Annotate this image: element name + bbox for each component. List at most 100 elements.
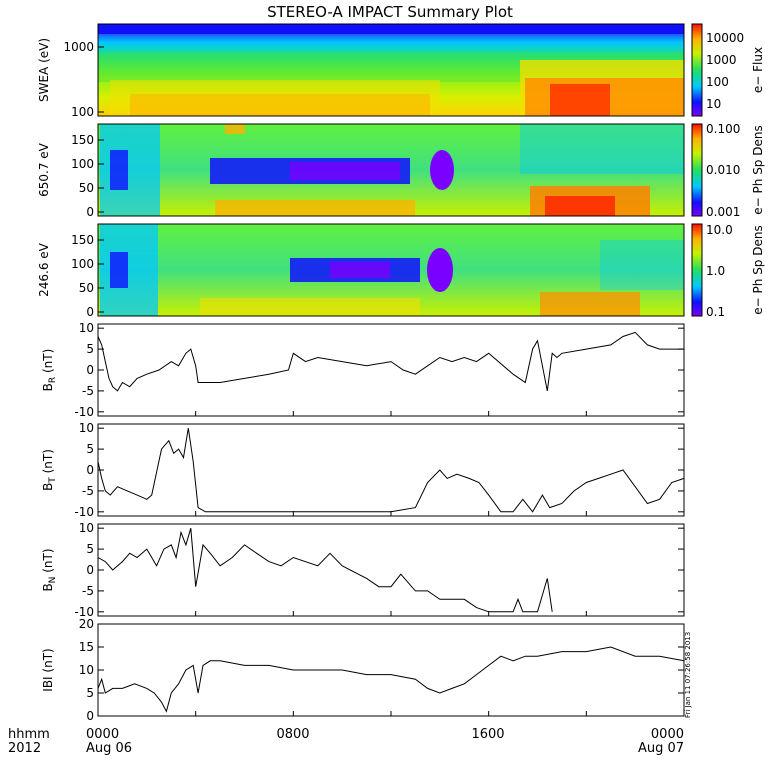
bn-ylabel-sub: N — [48, 577, 58, 584]
plot-timestamp-stamp: Fri Jan 11 07:26:58 2013 — [684, 632, 692, 718]
br-series-line — [97, 331, 684, 392]
pad246-ytick-150: 150 — [71, 233, 94, 247]
bmag-ylabel: IBI (nT) — [41, 648, 55, 691]
bt-series-line — [97, 428, 685, 513]
bt-ylabel-main: B — [41, 483, 55, 491]
swea-ylabel: SWEA (eV) — [37, 38, 51, 102]
time-tick-1600: 1600 — [471, 727, 504, 742]
pad650-ytick-0: 0 — [86, 205, 94, 219]
bmag-ytick-label: 20 — [79, 617, 94, 631]
br-ytick-label: -10 — [74, 405, 94, 419]
swea-band-orange-early — [130, 94, 430, 116]
bt-panel: -10 -5 0 5 10 BT (nT) — [41, 421, 685, 519]
bn-panel: -10 -5 0 5 10 BN (nT) — [41, 521, 685, 619]
pad246-ytick-0: 0 — [86, 305, 94, 319]
bn-series-line — [97, 528, 553, 613]
time-axis-row-label-year: 2012 — [8, 741, 41, 756]
br-ylabel-unit: (nT) — [41, 349, 55, 377]
swea-cbar-tick-3: 10 — [706, 97, 721, 111]
bt-ytick-label: -10 — [74, 505, 94, 519]
pad650-orange-low — [215, 200, 415, 216]
bt-ylabel-unit: (nT) — [41, 449, 55, 477]
swea-ytick-1000: 1000 — [63, 40, 94, 54]
bt-ytick-label: 5 — [86, 442, 94, 456]
swea-top-band — [98, 24, 684, 34]
pad650-ytick-100: 100 — [71, 157, 94, 171]
bmag-series-line — [97, 646, 685, 713]
br-ytick-label: 10 — [79, 321, 94, 335]
bt-ytick-label: -5 — [82, 484, 94, 498]
swea-spectrogram: 1000 100 SWEA (eV) 10000 1000 100 10 e− … — [37, 23, 765, 119]
pad650-red-late — [545, 196, 615, 216]
pad650-cbar-tick-0: 0.100 — [706, 122, 740, 136]
pad650-ylabel: 650.7 eV — [37, 142, 51, 197]
pad650-purple-spot — [430, 150, 454, 190]
pad-650-spectrogram: 0 50 100 150 650.7 eV 0.100 0.010 0.001 … — [37, 122, 765, 219]
pad-246-spectrogram: 0 50 100 150 246.6 eV 10.0 1.0 0.1 e− Ph… — [37, 223, 765, 319]
time-tick-0800: 0800 — [276, 727, 309, 742]
pad246-cyan-late — [600, 240, 684, 290]
bmag-ytick-label: 15 — [79, 640, 94, 654]
br-ytick-label: 0 — [86, 363, 94, 377]
bmag-ylabel-unit: (nT) — [41, 648, 55, 676]
pad246-cbar-tick-2: 0.1 — [706, 305, 725, 319]
bt-frame — [97, 423, 685, 517]
bn-frame — [97, 523, 685, 617]
br-ylabel: BR (nT) — [41, 349, 58, 392]
time-tick-0000-start: 0000 — [86, 727, 119, 742]
plot-title: STEREO-A IMPACT Summary Plot — [267, 3, 513, 21]
pad650-blue-patch — [110, 150, 128, 190]
time-tick-date-end: Aug 07 — [638, 741, 684, 756]
time-axis-row-label-hhmm: hhmm — [8, 727, 50, 742]
pad246-purple-spot — [427, 248, 453, 292]
br-ylabel-sub: R — [48, 377, 58, 383]
pad246-orange-late — [540, 292, 640, 316]
pad650-cyan-late — [520, 124, 684, 174]
pad650-frame — [97, 123, 685, 217]
pad650-colorbar — [691, 123, 703, 217]
bn-ytick-label: -5 — [82, 584, 94, 598]
bn-ytick-label: 5 — [86, 542, 94, 556]
bmag-ytick-label: 10 — [79, 663, 94, 677]
br-panel: -10 -5 0 5 10 BR (nT) — [41, 321, 685, 419]
time-tick-date-start: Aug 06 — [86, 741, 132, 756]
pad650-cbar-tick-2: 0.001 — [706, 205, 740, 219]
pad650-yticks: 0 50 100 150 — [71, 133, 104, 219]
bn-ylabel: BN (nT) — [41, 548, 58, 591]
pad650-cyan-early — [100, 124, 160, 216]
pad246-ytick-100: 100 — [71, 257, 94, 271]
swea-cbar-tick-1: 1000 — [706, 53, 737, 67]
pad650-purple-band — [290, 162, 400, 180]
pad650-ytick-50: 50 — [79, 181, 94, 195]
bn-ytick-label: 0 — [86, 563, 94, 577]
pad246-cbar-tick-1: 1.0 — [706, 264, 725, 278]
pad246-cbar-tick-0: 10.0 — [706, 223, 733, 237]
swea-ytick-100: 100 — [71, 105, 94, 119]
pad246-frame — [97, 223, 685, 317]
pad650-orange-top — [225, 124, 245, 134]
br-ytick-label: 5 — [86, 342, 94, 356]
bmag-panel: 0 5 10 15 20 IBI (nT) — [41, 617, 685, 723]
pad650-cbar-label: e− Ph Sp Dens — [751, 125, 765, 214]
pad246-blue-patch — [110, 252, 128, 288]
swea-frame — [97, 23, 685, 117]
bmag-ylabel-main: IBI — [41, 676, 55, 691]
pad246-yellow-low — [200, 298, 420, 316]
pad650-ytick-150: 150 — [71, 133, 94, 147]
swea-cbar-tick-0: 10000 — [706, 31, 744, 45]
bt-ylabel-sub: T — [48, 477, 58, 484]
pad246-cbar-label: e− Ph Sp Dens — [751, 225, 765, 314]
bt-ytick-label: 0 — [86, 463, 94, 477]
bmag-ytick-label: 0 — [86, 709, 94, 723]
bt-ylabel: BT (nT) — [41, 449, 58, 491]
pad246-colorbar — [691, 223, 703, 317]
br-ylabel-main: B — [41, 383, 55, 391]
bmag-ytick-label: 5 — [86, 686, 94, 700]
time-axis: hhmm 2012 0000 Aug 06 0800 1600 0000 Aug… — [8, 727, 684, 756]
bn-ytick-label: -10 — [74, 605, 94, 619]
time-tick-0000-end: 0000 — [651, 727, 684, 742]
swea-colorbar — [691, 23, 703, 117]
pad246-yticks: 0 50 100 150 — [71, 233, 104, 319]
